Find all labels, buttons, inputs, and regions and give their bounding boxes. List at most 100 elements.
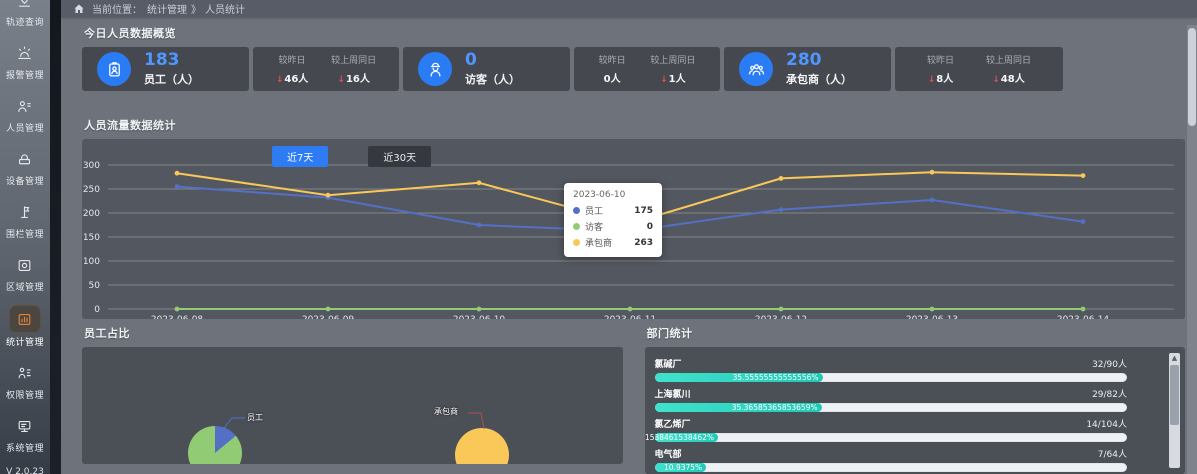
visitor-icon	[418, 52, 452, 86]
down-arrow-icon: ↓	[275, 75, 284, 85]
dept-progress-track: 10.9375%	[654, 463, 1127, 472]
svg-text:2023-06-13: 2023-06-13	[906, 315, 958, 319]
down-arrow-icon: ↓	[927, 75, 936, 85]
dept-percent-label: 13.461538461538462%	[644, 433, 715, 442]
tooltip-series-name: 承包商	[585, 239, 613, 249]
series-dot-icon	[573, 207, 580, 214]
alarm-icon	[12, 41, 38, 65]
dept-progress-track: 35.55555555555556%	[654, 373, 1127, 382]
sidebar-item-5[interactable]: 围栏管理	[6, 200, 44, 240]
fence-icon	[12, 200, 38, 224]
dept-scrollbar-thumb[interactable]	[1170, 365, 1179, 425]
compare-stat: 较昨日 ↓46人	[276, 53, 308, 85]
window-scrollbar[interactable]	[1187, 25, 1197, 474]
compare-label: 较上周同日	[650, 56, 696, 66]
stat-compare-card-1: 较昨日 ↓46人 较上周同日 ↓16人	[253, 47, 399, 91]
down-arrow-icon: ↓	[660, 75, 668, 85]
sidebar-item-label: 统计管理	[5, 338, 44, 348]
sidebar-item-3[interactable]: 人员管理	[6, 94, 44, 134]
route-icon	[12, 0, 38, 12]
sidebar-item-2[interactable]: 报警管理	[6, 41, 44, 81]
pie-section: 员工占比 员工 承包商	[82, 319, 623, 474]
overview-cards: 183 员工（人） 较昨日 ↓46人 较上周同日 ↓16人 0 访客（人） 较昨日 0人 较上周同日…	[82, 47, 1185, 91]
sidebar-item-7[interactable]: 统计管理	[6, 306, 44, 348]
compare-stat: 较上周同日 ↓16人	[331, 53, 376, 85]
pie-chart-2[interactable]	[455, 428, 509, 464]
breadcrumb: 当前位置： 统计管理 》 人员统计	[61, 0, 1197, 17]
dept-row: 氯碱厂 32/90人 35.55555555555556%	[654, 357, 1127, 382]
sidebar-item-label: 系统管理	[5, 444, 44, 454]
svg-text:150: 150	[83, 233, 100, 243]
sidebar-item-6[interactable]: 区域管理	[6, 253, 44, 293]
page-content: 今日人员数据概览 183 员工（人） 较昨日 ↓46人 较上周同日 ↓16人 0 访客（人） 较…	[61, 17, 1197, 474]
window-scrollbar-thumb[interactable]	[1188, 28, 1196, 126]
pie-slice-label: 员工	[247, 413, 263, 422]
sidebar-item-9[interactable]: 系统管理	[6, 414, 44, 454]
bottom-row: 员工占比 员工 承包商 部门统计 氯碱厂 32/90人 35.555555555555…	[82, 319, 1185, 474]
dept-progress-fill: 10.9375%	[654, 463, 707, 472]
home-icon[interactable]	[73, 3, 85, 15]
dept-title: 部门统计	[646, 327, 693, 340]
dept-stats-panel: 氯碱厂 32/90人 35.55555555555556% 上海氯川 29/82人 35.…	[644, 347, 1185, 474]
dept-rows: 氯碱厂 32/90人 35.55555555555556% 上海氯川 29/82人 35.…	[645, 357, 1127, 472]
stat-card-1: 183 员工（人）	[82, 47, 249, 91]
device-icon	[12, 147, 38, 171]
tooltip-row: 员工 175	[573, 204, 653, 217]
tab-last-7-days[interactable]: 近7天	[272, 146, 329, 167]
stat-card-3: 280 承包商（人）	[724, 47, 891, 91]
tooltip-series-value: 263	[634, 237, 653, 248]
compare-stat: 较上周同日 ↓1人	[650, 53, 695, 85]
tooltip-row: 访客 0	[573, 220, 653, 233]
svg-text:2023-06-09: 2023-06-09	[302, 315, 355, 319]
flow-chart-panel: 近7天 近30天 0 50 100 150 200 250 300 2023-06-08 2023…	[82, 139, 1185, 319]
dept-scrollbar[interactable]: ▲	[1169, 353, 1180, 468]
dept-percent-label: 35.55555555555556%	[732, 373, 819, 382]
compare-label: 较上周同日	[985, 56, 1031, 66]
dept-name: 上海氯川	[654, 390, 691, 400]
sidebar-items: 轨迹查询报警管理人员管理设备管理围栏管理区域管理统计管理权限管理系统管理	[6, 0, 44, 454]
sidebar-item-8[interactable]: 权限管理	[6, 361, 44, 401]
dept-progress-track: 13.461538461538462%	[645, 433, 1127, 442]
scroll-up-icon[interactable]: ▲	[1171, 354, 1178, 362]
dept-name: 电气部	[654, 450, 682, 460]
dept-count: 7/64人	[1097, 450, 1127, 460]
svg-text:100: 100	[83, 257, 100, 267]
dept-name: 氯碱厂	[654, 360, 682, 370]
pie-chart-1[interactable]	[188, 426, 242, 464]
sidebar-item-label: 轨迹查询	[5, 18, 44, 28]
tooltip-series-name: 员工	[585, 207, 604, 217]
svg-text:250: 250	[83, 185, 100, 195]
compare-value: ↓8人	[927, 74, 954, 85]
stats-icon	[9, 306, 40, 332]
sidebar-item-4[interactable]: 设备管理	[6, 147, 44, 187]
breadcrumb-separator: 》	[191, 5, 201, 16]
compare-value: ↓48人	[992, 74, 1025, 85]
series-dot-icon	[573, 239, 580, 246]
compare-label: 较昨日	[926, 56, 954, 66]
tooltip-date: 2023-06-10	[573, 190, 626, 200]
dept-progress-fill: 35.55555555555556%	[654, 373, 823, 382]
dept-progress-track: 35.36585365853659%	[654, 403, 1127, 412]
down-arrow-icon: ↓	[992, 75, 1000, 85]
sidebar-item-1[interactable]: 轨迹查询	[6, 0, 44, 28]
dept-section: 部门统计 氯碱厂 32/90人 35.55555555555556% 上海氯川 29/8…	[644, 319, 1185, 474]
tooltip-row: 承包商 263	[573, 236, 653, 249]
stat-compare-card-3: 较昨日 ↓8人 较上周同日 ↓48人	[895, 47, 1063, 91]
flow-title: 人员流量数据统计	[84, 119, 176, 132]
compare-label: 较昨日	[598, 56, 626, 66]
svg-text:2023-06-11: 2023-06-11	[604, 315, 656, 319]
tab-last-30-days[interactable]: 近30天	[368, 146, 432, 167]
breadcrumb-section[interactable]: 统计管理	[147, 5, 187, 16]
stat-card-2: 0 访客（人）	[403, 47, 570, 91]
sidebar-item-label: 围栏管理	[5, 230, 44, 240]
area-icon	[12, 253, 38, 277]
svg-text:2023-06-08: 2023-06-08	[151, 315, 204, 319]
group-icon	[739, 52, 773, 86]
pie-chart-panel: 员工 承包商	[82, 347, 623, 464]
compare-stat: 较上周同日 ↓48人	[986, 53, 1031, 85]
svg-text:300: 300	[83, 161, 100, 171]
svg-text:50: 50	[89, 281, 101, 291]
compare-value: ↓1人	[660, 74, 686, 85]
dept-row: 氯乙烯厂 14/104人 13.461538461538462%	[645, 417, 1127, 442]
stat-value: 280	[786, 49, 822, 70]
